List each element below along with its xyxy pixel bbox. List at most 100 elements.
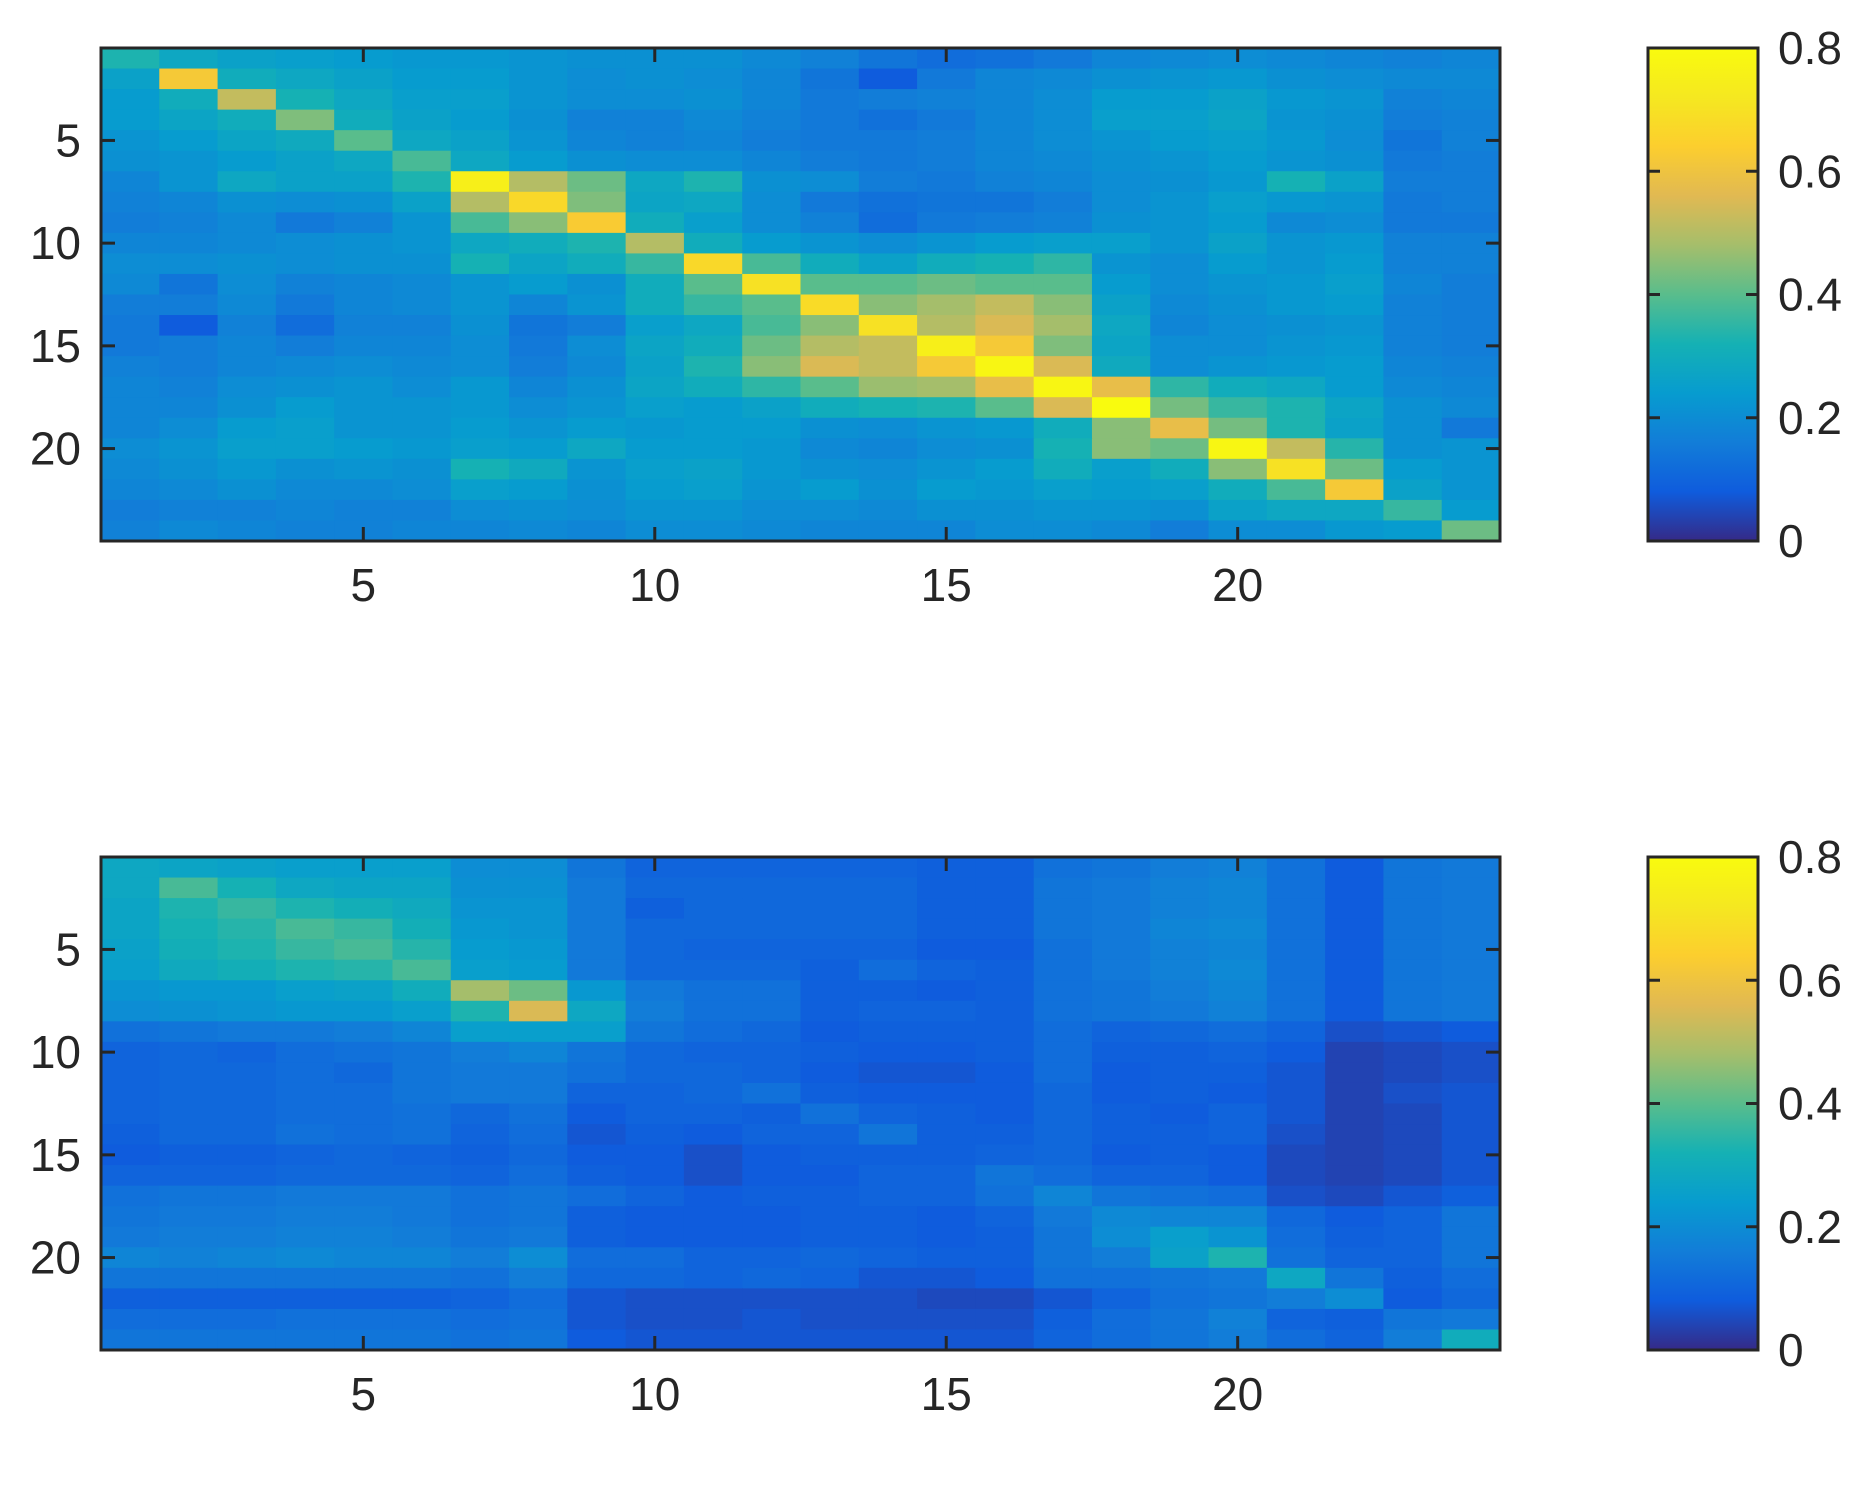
heatmap-cell <box>1208 1041 1268 1064</box>
heatmap-cell <box>1091 877 1151 899</box>
heatmap-cell <box>1091 1103 1151 1125</box>
heatmap-cell <box>1091 1000 1151 1022</box>
heatmap-cell <box>625 438 685 460</box>
heatmap-cell <box>1208 294 1268 316</box>
heatmap-cell <box>392 335 452 357</box>
heatmap-cell <box>1033 315 1093 337</box>
colorbar-tick-label: 0.4 <box>1778 269 1842 321</box>
heatmap-cell <box>217 959 277 981</box>
heatmap-cell <box>625 376 685 398</box>
heatmap-cell <box>567 918 627 940</box>
heatmap-cell <box>858 273 918 296</box>
heatmap-cell <box>450 273 510 296</box>
heatmap-cell <box>1383 417 1443 439</box>
heatmap-cell <box>1441 1267 1501 1289</box>
heatmap-cell <box>567 150 627 172</box>
heatmap-cell <box>275 939 335 961</box>
heatmap-cell <box>858 918 918 940</box>
heatmap-cell <box>1383 356 1443 378</box>
heatmap-cell <box>917 1041 976 1064</box>
heatmap-cell <box>1266 458 1326 480</box>
heatmap-cell <box>1325 397 1385 419</box>
heatmap-cell <box>334 150 394 172</box>
heatmap-cell <box>1208 1308 1268 1331</box>
heatmap-cell <box>509 499 568 522</box>
heatmap-cell <box>1325 959 1385 981</box>
heatmap-cell <box>509 1082 568 1105</box>
heatmap-cell <box>1383 68 1443 90</box>
heatmap-cell <box>334 417 394 439</box>
heatmap-cell <box>625 89 685 111</box>
heatmap-cell <box>334 898 394 920</box>
heatmap-cell <box>975 520 1035 542</box>
heatmap-cell <box>1208 130 1268 152</box>
heatmap-cell <box>1441 458 1501 480</box>
heatmap-cell <box>450 959 510 981</box>
heatmap-cell <box>509 1000 568 1022</box>
heatmap-cell <box>1383 939 1443 961</box>
heatmap-cell <box>1383 1000 1443 1022</box>
colorbar-tick-label: 0.2 <box>1778 1201 1842 1253</box>
heatmap-cell <box>275 191 335 213</box>
heatmap-cell <box>683 232 743 255</box>
heatmap-cell <box>1091 130 1151 152</box>
heatmap-cell <box>217 1124 277 1146</box>
heatmap-cell <box>509 458 568 480</box>
heatmap-cell <box>450 109 510 131</box>
heatmap-cell <box>1208 1267 1268 1289</box>
heatmap-cell <box>917 356 976 378</box>
heatmap-cell <box>683 171 743 193</box>
heatmap-cell <box>800 68 860 90</box>
heatmap-cell <box>1383 253 1443 275</box>
heatmap-cell <box>1441 294 1501 316</box>
heatmap-cell <box>450 1308 510 1331</box>
x-tick-label: 5 <box>351 1368 377 1420</box>
heatmap-cell <box>742 273 802 296</box>
heatmap-cell <box>858 109 918 131</box>
heatmap-cell <box>392 1185 452 1207</box>
heatmap-cell <box>567 232 627 255</box>
heatmap-cell <box>1150 918 1210 940</box>
heatmap-cell <box>1091 857 1151 879</box>
heatmap-cell <box>334 315 394 337</box>
heatmap-cell <box>683 130 743 152</box>
heatmap-cell <box>567 191 627 213</box>
heatmap-cell <box>567 273 627 296</box>
heatmap-cell <box>334 939 394 961</box>
heatmap-cell <box>159 499 219 522</box>
heatmap-cell <box>159 1062 219 1084</box>
heatmap-cell <box>742 232 802 255</box>
heatmap-cell <box>800 397 860 419</box>
heatmap-cell <box>101 1144 160 1166</box>
heatmap-cell <box>683 1124 743 1146</box>
heatmap-cell <box>217 191 277 213</box>
heatmap-cell <box>1208 499 1268 522</box>
heatmap-cell <box>159 959 219 981</box>
heatmap-cell <box>392 1308 452 1331</box>
heatmap-cell <box>742 294 802 316</box>
heatmap-cell <box>217 1021 277 1043</box>
heatmap-cell <box>159 1124 219 1146</box>
heatmap-cell <box>1325 253 1385 275</box>
heatmap-cell <box>683 150 743 172</box>
heatmap-cell <box>1150 171 1210 193</box>
heatmap-cell <box>1091 171 1151 193</box>
heatmap-cell <box>450 1267 510 1289</box>
heatmap-cell <box>625 1206 685 1228</box>
heatmap-cell <box>1150 1062 1210 1084</box>
heatmap-cell <box>800 1082 860 1105</box>
heatmap-cell <box>159 877 219 899</box>
heatmap-cell <box>275 980 335 1002</box>
heatmap-cell <box>1033 1308 1093 1331</box>
heatmap-cell <box>800 130 860 152</box>
heatmap-cell <box>275 1000 335 1022</box>
heatmap-cell <box>1441 356 1501 378</box>
colorbar <box>1648 857 1758 1350</box>
heatmap-cell <box>975 417 1035 439</box>
heatmap-cell <box>1091 48 1151 70</box>
heatmap-cell <box>217 1267 277 1289</box>
heatmap-cell <box>975 857 1035 879</box>
heatmap-cell <box>159 1082 219 1105</box>
heatmap-cell <box>975 898 1035 920</box>
heatmap-cell <box>1208 171 1268 193</box>
